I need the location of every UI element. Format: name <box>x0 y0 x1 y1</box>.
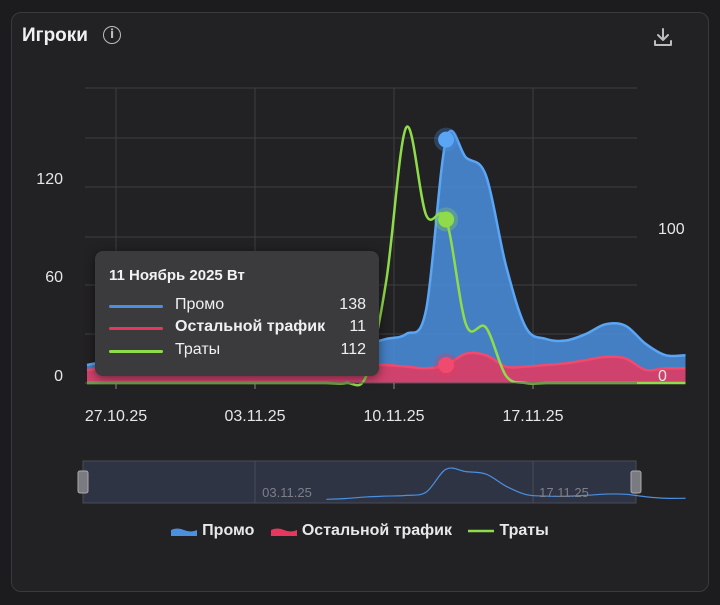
area-swatch-icon <box>171 528 198 536</box>
line-swatch-icon <box>468 529 495 533</box>
chart-tooltip: 11 Ноябрь 2025 Вт Промо 138 Остальной тр… <box>95 251 379 376</box>
legend-label: Остальной трафик <box>301 522 453 539</box>
card-title: Игроки <box>22 25 88 46</box>
legend-item-promo[interactable]: Промо <box>171 522 254 540</box>
tooltip-series-value: 112 <box>340 341 366 358</box>
tooltip-series-value: 11 <box>349 318 366 335</box>
tooltip-date: 11 Ноябрь 2025 Вт <box>109 267 245 284</box>
chart-legend: Промо Остальной трафик Траты <box>0 522 720 540</box>
legend-item-spend[interactable]: Траты <box>468 522 549 540</box>
tooltip-row-promo: Промо 138 <box>109 296 366 316</box>
tooltip-series-name: Траты <box>175 341 221 358</box>
legend-label: Промо <box>202 522 255 539</box>
legend-label: Траты <box>499 522 549 539</box>
download-icon[interactable] <box>652 26 674 48</box>
info-icon[interactable]: i <box>103 26 121 44</box>
tooltip-series-value: 138 <box>339 296 366 313</box>
area-swatch-icon <box>270 528 297 536</box>
tooltip-row-other: Остальной трафик 11 <box>109 318 366 338</box>
spend-swatch <box>109 350 163 353</box>
tooltip-series-name: Остальной трафик <box>175 318 326 335</box>
tooltip-series-name: Промо <box>175 296 225 313</box>
other-swatch <box>109 327 163 330</box>
tooltip-row-spend: Траты 112 <box>109 341 366 361</box>
promo-swatch <box>109 305 163 308</box>
legend-item-other[interactable]: Остальной трафик <box>270 522 453 540</box>
